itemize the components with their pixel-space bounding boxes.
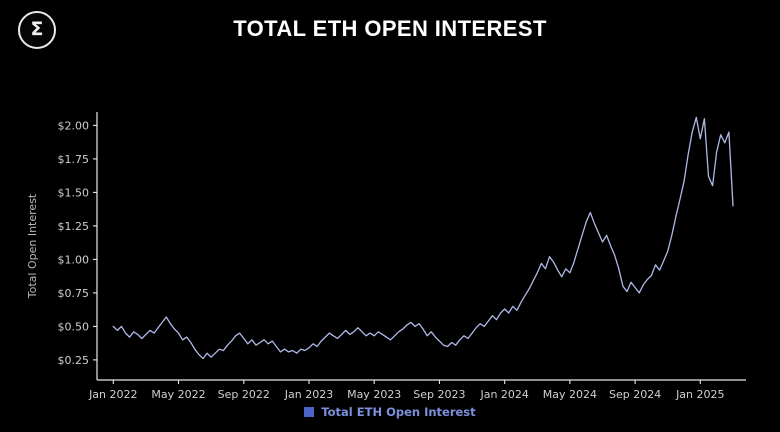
- svg-text:$1.75: $1.75: [58, 153, 90, 166]
- page-title: TOTAL ETH OPEN INTEREST: [233, 16, 547, 41]
- svg-text:$0.75: $0.75: [58, 287, 90, 300]
- svg-text:$1.00: $1.00: [58, 253, 90, 266]
- svg-text:Jan 2022: Jan 2022: [88, 388, 137, 401]
- svg-text:May 2024: May 2024: [543, 388, 597, 401]
- svg-text:Jan 2025: Jan 2025: [675, 388, 724, 401]
- svg-text:Total Open Interest: Total Open Interest: [26, 193, 39, 299]
- svg-text:May 2022: May 2022: [151, 388, 205, 401]
- svg-text:$0.50: $0.50: [58, 320, 90, 333]
- chart-legend: Total ETH Open Interest: [0, 405, 780, 419]
- svg-text:Sep 2022: Sep 2022: [218, 388, 270, 401]
- svg-text:$2.00: $2.00: [58, 119, 90, 132]
- svg-text:$1.25: $1.25: [58, 220, 90, 233]
- legend-label: Total ETH Open Interest: [321, 405, 476, 419]
- svg-text:May 2023: May 2023: [347, 388, 401, 401]
- svg-text:Sep 2023: Sep 2023: [413, 388, 465, 401]
- svg-text:$1.50: $1.50: [58, 186, 90, 199]
- logo-button[interactable]: Σ: [18, 11, 56, 49]
- open-interest-line-chart: $0.25 $0.50 $0.75 $1.00 $1.25 $1.50 $1.75 $2.00…: [26, 112, 746, 401]
- svg-text:$0.25: $0.25: [58, 354, 90, 367]
- sigma-logo-icon: Σ: [30, 17, 44, 40]
- legend-marker-swatch: [304, 407, 315, 417]
- svg-text:Sep 2024: Sep 2024: [609, 388, 661, 401]
- svg-text:Jan 2024: Jan 2024: [479, 388, 528, 401]
- svg-text:Jan 2023: Jan 2023: [284, 388, 333, 401]
